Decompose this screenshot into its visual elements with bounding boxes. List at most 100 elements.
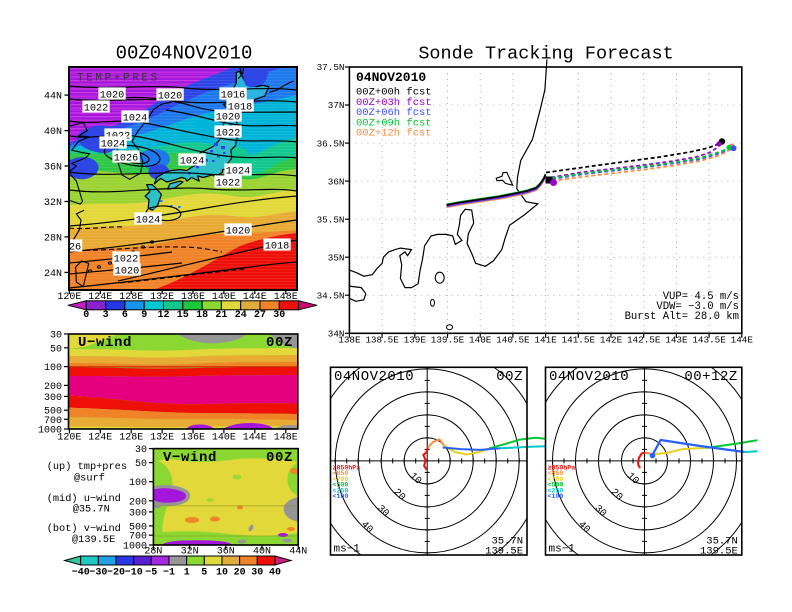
svg-text:04NOV2010: 04NOV2010 [549, 369, 629, 385]
svg-text:12: 12 [157, 310, 169, 321]
svg-text:Burst Alt= 28.0 km: Burst Alt= 28.0 km [625, 311, 739, 323]
svg-text:30: 30 [251, 568, 263, 579]
svg-text:300: 300 [44, 393, 62, 404]
svg-text:36.5N: 36.5N [317, 138, 345, 149]
svg-text:9: 9 [141, 310, 147, 321]
svg-text:5: 5 [201, 568, 207, 579]
svg-text:U−wind: U−wind [78, 335, 132, 351]
svg-text:128E: 128E [119, 433, 143, 444]
svg-text:1024: 1024 [101, 140, 125, 151]
svg-text:0: 0 [83, 310, 89, 321]
svg-text:30: 30 [273, 310, 285, 321]
svg-text:27: 27 [254, 310, 266, 321]
svg-text:140E: 140E [212, 292, 236, 303]
svg-text:28N: 28N [144, 547, 162, 558]
svg-text:ms−1: ms−1 [334, 544, 361, 556]
svg-text:TEMP+PRES: TEMP+PRES [77, 73, 160, 85]
svg-text:−30: −30 [89, 568, 107, 579]
svg-text:<100: <100 [548, 493, 564, 500]
svg-text:<250: <250 [548, 487, 564, 494]
svg-text:24: 24 [235, 310, 247, 321]
svg-text:<700: <700 [548, 476, 564, 483]
svg-text:−40: −40 [72, 568, 90, 579]
svg-text:≥850hPa: ≥850hPa [548, 465, 576, 472]
svg-text:40N: 40N [253, 547, 271, 558]
svg-text:1022: 1022 [216, 179, 240, 190]
svg-text:V−wind: V−wind [163, 450, 217, 466]
svg-text:500: 500 [44, 407, 62, 418]
svg-text:26: 26 [69, 243, 81, 254]
svg-text:1020: 1020 [115, 267, 139, 278]
svg-text:−20: −20 [107, 568, 125, 579]
svg-text:148E: 148E [274, 433, 298, 444]
svg-text:141.5E: 141.5E [562, 335, 596, 346]
svg-text:142.5E: 142.5E [627, 335, 661, 346]
svg-text:32N: 32N [181, 547, 199, 558]
svg-text:44N: 44N [289, 547, 307, 558]
svg-text:36N: 36N [44, 163, 62, 174]
svg-text:37N: 37N [328, 100, 345, 111]
svg-text:1024: 1024 [123, 114, 147, 125]
svg-text:132E: 132E [150, 292, 174, 303]
svg-text:10: 10 [407, 471, 423, 487]
svg-text:50: 50 [50, 344, 62, 355]
svg-text:1026: 1026 [114, 154, 138, 165]
svg-text:−1: −1 [163, 568, 175, 579]
svg-text:10: 10 [624, 471, 640, 487]
svg-text:36N: 36N [217, 547, 235, 558]
svg-text:<100: <100 [333, 493, 349, 500]
svg-text:30: 30 [135, 445, 147, 456]
svg-text:700: 700 [129, 532, 147, 543]
svg-text:6: 6 [122, 310, 128, 321]
svg-text:1022: 1022 [84, 104, 108, 115]
svg-text:1020: 1020 [100, 91, 124, 102]
svg-text:−5: −5 [145, 568, 157, 579]
svg-text:1022: 1022 [216, 129, 240, 140]
svg-text:120E: 120E [57, 433, 81, 444]
svg-text:35N: 35N [328, 252, 345, 263]
svg-text:124E: 124E [88, 433, 112, 444]
svg-text:37.5N: 37.5N [317, 62, 345, 73]
svg-text:18: 18 [196, 310, 208, 321]
svg-text:<250: <250 [333, 487, 349, 494]
svg-text:139.5E: 139.5E [485, 546, 523, 558]
svg-text:1024: 1024 [136, 216, 160, 227]
svg-text:40: 40 [269, 568, 281, 579]
svg-text:1: 1 [184, 568, 190, 579]
svg-text:00Z+00h fcst: 00Z+00h fcst [356, 87, 432, 99]
svg-text:300: 300 [129, 508, 147, 519]
svg-text:00Z+12h fcst: 00Z+12h fcst [356, 128, 432, 140]
svg-text:144E: 144E [243, 292, 267, 303]
svg-text:3: 3 [103, 310, 109, 321]
svg-text:<500: <500 [333, 482, 349, 489]
svg-text:139E: 139E [404, 335, 427, 346]
svg-text:34.5N: 34.5N [317, 290, 345, 301]
svg-text:35.7N: 35.7N [706, 536, 738, 548]
svg-text:(bot) v−wind: (bot) v−wind [47, 523, 121, 535]
svg-text:00Z: 00Z [496, 369, 523, 385]
svg-text:<700: <700 [333, 476, 349, 483]
svg-text:1018: 1018 [228, 103, 252, 114]
svg-text:1024: 1024 [226, 167, 250, 178]
svg-text:24N: 24N [44, 269, 62, 280]
svg-text:35.7N: 35.7N [491, 536, 523, 548]
svg-text:34N: 34N [328, 329, 345, 340]
svg-text:100: 100 [44, 363, 62, 374]
svg-text:00Z: 00Z [266, 335, 293, 351]
svg-text:700: 700 [44, 416, 62, 427]
svg-text:139.5E: 139.5E [431, 335, 465, 346]
svg-text:1016: 1016 [221, 91, 245, 102]
svg-text:@35.7N: @35.7N [73, 504, 110, 516]
svg-text:00Z+03h fcst: 00Z+03h fcst [356, 97, 432, 109]
svg-text:1000: 1000 [38, 426, 62, 437]
svg-text:136E: 136E [181, 292, 205, 303]
svg-text:04NOV2010: 04NOV2010 [356, 70, 426, 85]
svg-text:140E: 140E [212, 433, 236, 444]
svg-text:50: 50 [135, 459, 147, 470]
svg-text:144E: 144E [731, 335, 754, 346]
svg-text:132E: 132E [150, 433, 174, 444]
svg-text:(up) tmp+pres: (up) tmp+pres [47, 461, 127, 473]
svg-text:200: 200 [44, 382, 62, 393]
svg-text:1024: 1024 [180, 157, 204, 168]
svg-text:1020: 1020 [158, 92, 182, 103]
